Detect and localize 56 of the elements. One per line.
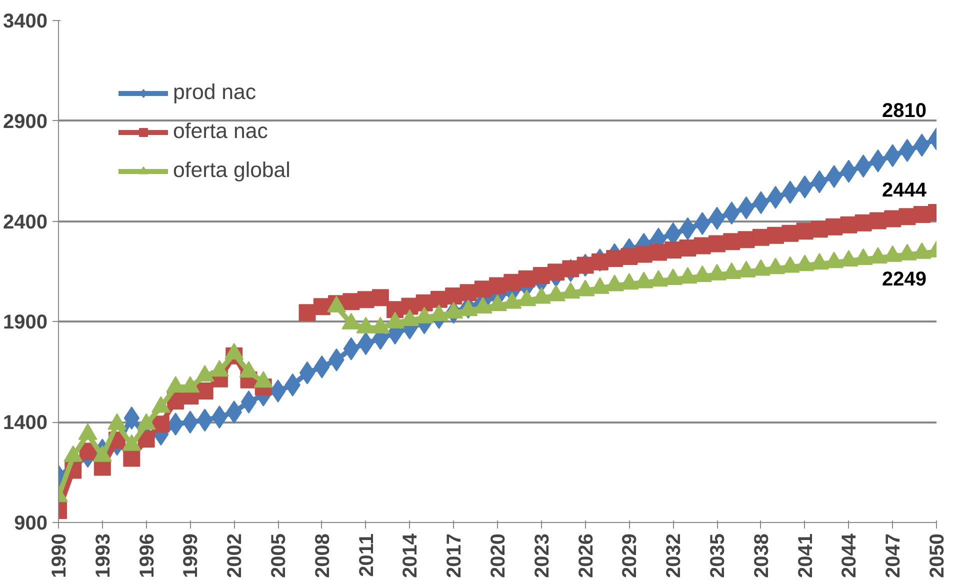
x-tick-label: 1999 xyxy=(180,533,202,578)
point xyxy=(840,216,858,234)
point xyxy=(182,410,198,434)
x-tick-label: 2017 xyxy=(444,533,466,578)
point xyxy=(796,175,813,198)
legend-label: prod nac xyxy=(173,80,256,105)
point xyxy=(298,304,316,322)
point xyxy=(680,217,696,240)
legend-label: oferta global xyxy=(173,158,290,183)
y-tick-label: 1400 xyxy=(3,412,48,434)
x-tick-label: 2041 xyxy=(794,533,817,578)
point xyxy=(620,248,638,265)
point xyxy=(358,332,374,356)
point xyxy=(196,382,214,400)
x-tick-label: 2044 xyxy=(838,532,861,578)
point xyxy=(738,196,754,220)
point xyxy=(299,361,316,384)
x-tick-label: 2026 xyxy=(575,533,598,578)
point xyxy=(899,138,916,162)
x-tick-label: 2038 xyxy=(750,533,773,578)
point xyxy=(123,450,140,467)
y-tick-label: 2900 xyxy=(3,110,48,133)
point xyxy=(562,260,580,278)
y-tick-label: 3400 xyxy=(3,10,48,32)
x-tick-label: 2020 xyxy=(488,533,510,578)
point xyxy=(723,233,740,250)
point xyxy=(782,224,799,242)
data-label: 2810 xyxy=(882,100,927,122)
y-tick-label: 2400 xyxy=(3,211,48,234)
x-tick-label: 2050 xyxy=(926,533,948,578)
point xyxy=(460,284,477,302)
x-tick-label: 2011 xyxy=(356,534,378,577)
data-label: 2444 xyxy=(882,179,928,202)
x-tick-label: 2032 xyxy=(663,533,686,578)
point xyxy=(679,240,696,257)
x-tick-label: 2023 xyxy=(531,533,554,578)
x-tick-label: 2005 xyxy=(268,533,290,578)
legend-label: oferta nac xyxy=(173,119,268,144)
point xyxy=(898,208,916,226)
x-tick-label: 1993 xyxy=(92,533,114,578)
point xyxy=(372,289,389,306)
x-tick-label: 2029 xyxy=(619,533,642,578)
x-tick-label: 2035 xyxy=(707,533,729,578)
y-tick-label: 1900 xyxy=(3,312,48,334)
x-tick-label: 1990 xyxy=(48,533,70,578)
data-label: 2249 xyxy=(882,268,927,291)
x-tick-label: 2014 xyxy=(400,532,422,578)
y-tick-label: 900 xyxy=(14,512,48,534)
point xyxy=(152,416,170,433)
x-tick-label: 1996 xyxy=(136,533,158,578)
x-tick-label: 2008 xyxy=(312,533,334,578)
point xyxy=(240,390,257,414)
point xyxy=(504,274,521,291)
point xyxy=(840,160,857,183)
x-tick-label: 2002 xyxy=(224,533,246,578)
x-tick-label: 2047 xyxy=(882,533,905,578)
